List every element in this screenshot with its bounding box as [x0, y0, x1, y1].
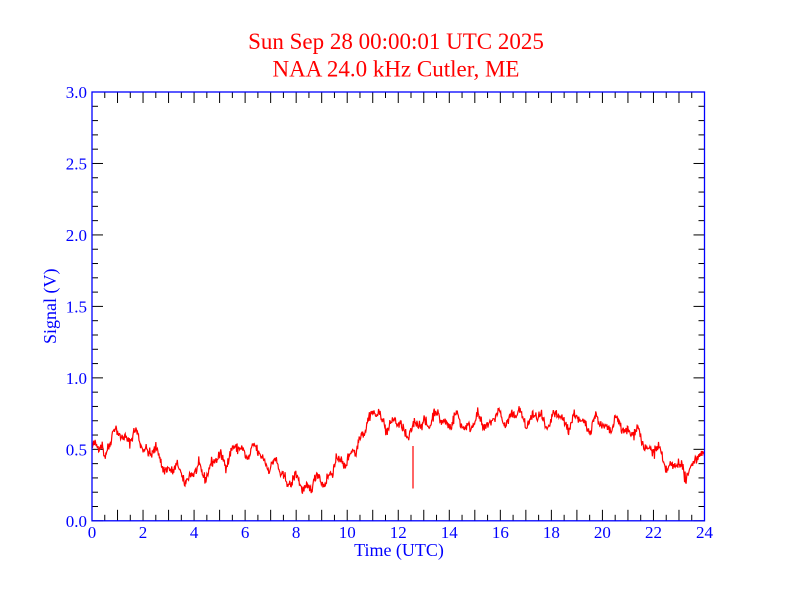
svg-text:18: 18 [543, 523, 560, 542]
svg-text:4: 4 [190, 523, 199, 542]
svg-text:2.5: 2.5 [66, 155, 87, 174]
svg-text:0.5: 0.5 [66, 441, 87, 460]
svg-text:0.0: 0.0 [66, 512, 87, 531]
svg-text:0: 0 [88, 523, 97, 542]
svg-text:2: 2 [139, 523, 148, 542]
svg-text:Signal (V): Signal (V) [40, 268, 61, 344]
svg-text:Sun Sep 28 00:00:01 UTC 2025: Sun Sep 28 00:00:01 UTC 2025 [248, 29, 544, 54]
svg-text:Time (UTC): Time (UTC) [354, 540, 444, 561]
svg-text:6: 6 [241, 523, 250, 542]
svg-text:1.5: 1.5 [66, 298, 87, 317]
svg-text:16: 16 [492, 523, 509, 542]
svg-text:8: 8 [292, 523, 301, 542]
svg-text:24: 24 [696, 523, 714, 542]
svg-text:NAA 24.0 kHz Cutler, ME: NAA 24.0 kHz Cutler, ME [273, 56, 520, 81]
svg-text:1.0: 1.0 [66, 369, 87, 388]
svg-text:20: 20 [594, 523, 611, 542]
svg-text:3.0: 3.0 [66, 83, 87, 102]
svg-text:22: 22 [645, 523, 662, 542]
svg-text:2.0: 2.0 [66, 226, 87, 245]
